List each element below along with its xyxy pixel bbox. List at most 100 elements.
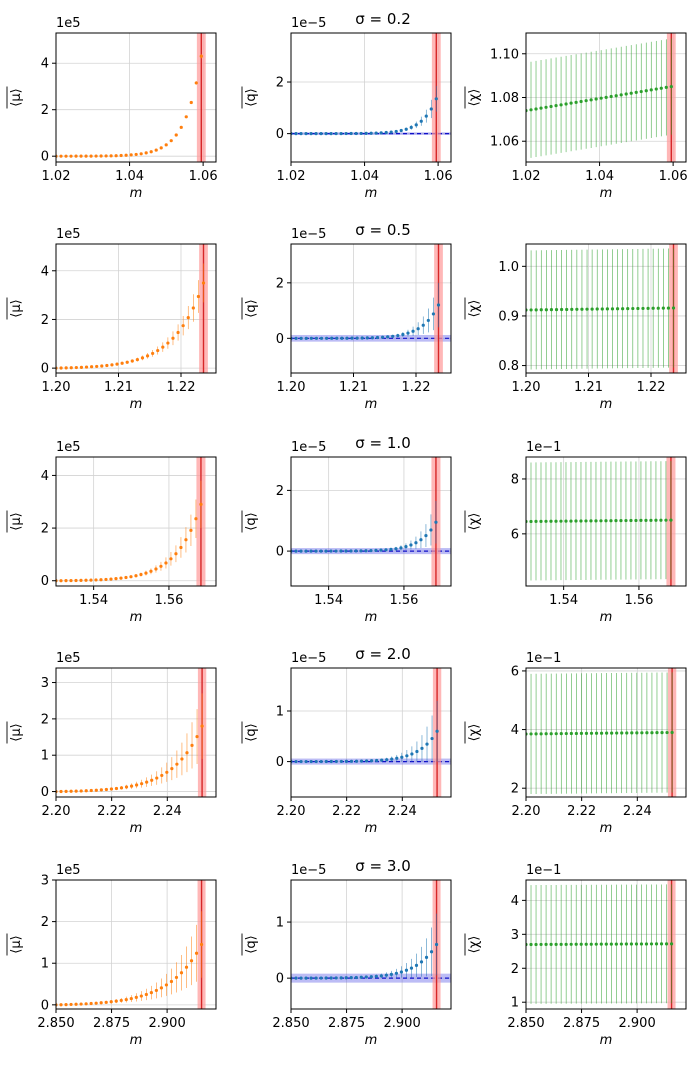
data-point: [69, 1002, 73, 1007]
x-tick-label: 1.56: [389, 593, 418, 608]
x-axis-label: m: [365, 1033, 378, 1048]
data-point: [179, 971, 184, 975]
y-tick-label: 4: [511, 894, 519, 909]
data-point: [639, 942, 644, 946]
data-point: [644, 518, 648, 522]
x-tick-label: 1.22: [167, 380, 196, 395]
x-tick-label: 2.900: [149, 1016, 186, 1031]
subplot-r1c2: 1.20 1.21 1.22 0.8 0.9 1.0 m ⟨χ⟩: [464, 243, 687, 412]
data-point: [161, 345, 165, 349]
x-tick-label: 1.20: [512, 380, 541, 395]
data-point: [339, 549, 343, 553]
y-axis-label-text: ⟨χ⟩: [467, 936, 482, 954]
subplot-r3c0: 2.20 2.22 2.24 0 1 2 3 1e5 m ⟨μ⟩: [6, 651, 217, 836]
data-point: [405, 754, 409, 758]
data-point: [130, 359, 134, 363]
plot-area: [291, 244, 451, 373]
x-tick-label: 1.02: [277, 169, 306, 184]
data-point: [399, 128, 403, 133]
data-point: [144, 571, 148, 575]
x-tick-label: 1.20: [42, 380, 71, 395]
data-point: [294, 132, 298, 136]
data-point: [139, 572, 143, 577]
data-point: [635, 731, 639, 735]
y-tick-label: 0: [276, 755, 284, 770]
data-point: [534, 308, 538, 312]
data-point: [661, 306, 665, 310]
x-axis-label: m: [600, 186, 613, 201]
x-tick-label: 1.02: [512, 169, 541, 184]
data-point: [549, 308, 554, 312]
data-point: [294, 549, 298, 553]
axes-frame: [290, 32, 452, 163]
data-point: [189, 100, 193, 105]
data-point: [534, 519, 538, 524]
data-point: [186, 315, 190, 320]
data-point: [340, 336, 344, 340]
y-axis-label: ⟨q⟩: [241, 933, 259, 956]
offset-label: 1e−5: [291, 227, 326, 242]
subplot-r2c1: 1.54 1.56 0 2 1e−5 m ⟨q⟩ σ = 1.0: [241, 434, 452, 625]
data-point: [399, 546, 403, 550]
data-point: [579, 731, 584, 736]
data-point: [569, 731, 573, 736]
data-point: [544, 308, 548, 312]
data-point: [544, 519, 548, 523]
data-point: [334, 759, 338, 764]
x-tick-label: 1.54: [549, 593, 578, 608]
data-point: [344, 976, 348, 980]
data-point: [339, 759, 343, 764]
y-axis-label-text: ⟨μ⟩: [9, 935, 24, 953]
data-point: [594, 519, 598, 523]
data-point: [394, 129, 398, 134]
data-point: [359, 975, 363, 979]
data-point: [159, 146, 163, 150]
x-axis-label: m: [130, 610, 143, 625]
data-point: [609, 942, 613, 946]
data-point: [364, 131, 368, 135]
data-point: [184, 965, 189, 969]
data-point: [589, 519, 593, 523]
data-point: [659, 86, 663, 90]
plot-area: [56, 33, 216, 162]
offset-label: 1e5: [56, 863, 81, 878]
data-point: [589, 942, 593, 946]
data-point: [334, 976, 338, 980]
data-point: [314, 336, 319, 340]
y-tick-label: 4: [41, 469, 49, 484]
data-point: [429, 528, 433, 532]
x-tick-label: 2.22: [332, 804, 361, 819]
data-point: [554, 942, 558, 946]
data-point: [379, 548, 383, 552]
data-point: [304, 759, 308, 764]
data-point: [134, 152, 138, 157]
data-point: [620, 731, 624, 735]
data-point: [74, 365, 78, 370]
data-point: [391, 334, 395, 338]
data-point: [534, 732, 538, 736]
data-point: [434, 520, 438, 524]
data-point: [624, 942, 628, 946]
plot-area: [526, 457, 686, 586]
subplot-r2c0: 1.54 1.56 0 2 4 1e5 m ⟨μ⟩: [6, 440, 217, 625]
data-point: [134, 995, 138, 1000]
data-point: [151, 351, 155, 356]
subplot-r0c2: 1.02 1.04 1.06 1.06 1.08 1.10 m ⟨χ⟩: [464, 32, 688, 201]
data-point: [314, 759, 318, 764]
x-tick-label: 2.875: [563, 1016, 600, 1031]
data-point: [74, 578, 78, 583]
y-axis-label-text: ⟨q⟩: [244, 88, 259, 106]
data-point: [176, 330, 180, 335]
data-point: [149, 150, 153, 154]
y-tick-label: 1.08: [490, 91, 519, 106]
data-point: [369, 975, 373, 979]
data-point: [655, 731, 659, 735]
data-point: [404, 968, 409, 972]
data-point: [654, 87, 658, 91]
data-point: [369, 131, 373, 135]
data-point: [370, 336, 374, 340]
x-tick-label: 1.20: [277, 380, 306, 395]
data-point: [400, 755, 404, 759]
y-tick-label: 2: [276, 276, 284, 291]
data-point: [104, 154, 108, 158]
